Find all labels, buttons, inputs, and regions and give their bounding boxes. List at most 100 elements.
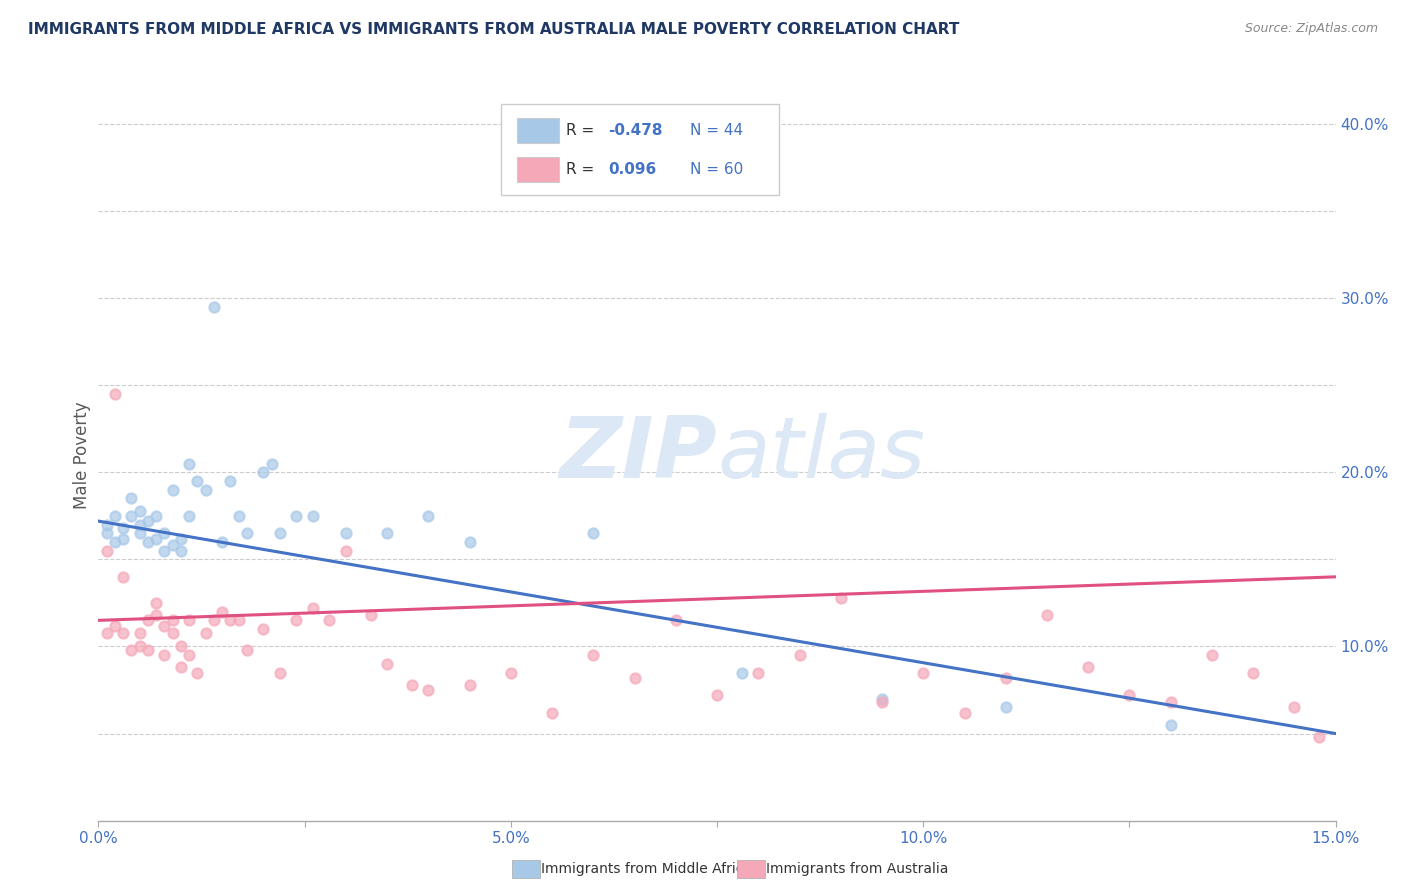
Text: N = 44: N = 44 xyxy=(690,123,742,137)
Point xyxy=(953,706,976,720)
Point xyxy=(236,526,259,541)
Point xyxy=(145,608,167,623)
Point xyxy=(162,625,184,640)
Point xyxy=(128,526,150,541)
Point xyxy=(1160,695,1182,709)
Text: R =: R = xyxy=(567,123,599,137)
Point xyxy=(145,508,167,523)
Point xyxy=(541,706,564,720)
Text: N = 60: N = 60 xyxy=(690,162,744,178)
Point xyxy=(252,622,274,636)
Point xyxy=(153,543,176,558)
Point xyxy=(1284,700,1306,714)
Point xyxy=(162,539,184,553)
Point xyxy=(104,387,127,401)
Point xyxy=(153,526,176,541)
Point xyxy=(179,648,201,663)
Point xyxy=(302,601,325,615)
Point xyxy=(269,526,291,541)
Point xyxy=(202,300,225,314)
Text: IMMIGRANTS FROM MIDDLE AFRICA VS IMMIGRANTS FROM AUSTRALIA MALE POVERTY CORRELAT: IMMIGRANTS FROM MIDDLE AFRICA VS IMMIGRA… xyxy=(28,22,959,37)
Point xyxy=(153,648,176,663)
FancyBboxPatch shape xyxy=(501,103,779,195)
Point xyxy=(136,535,159,549)
Point xyxy=(96,517,118,532)
Text: Immigrants from Middle Africa: Immigrants from Middle Africa xyxy=(541,862,752,876)
Point xyxy=(219,613,242,627)
Text: Immigrants from Australia: Immigrants from Australia xyxy=(766,862,949,876)
Point xyxy=(731,665,754,680)
Point xyxy=(789,648,811,663)
Point xyxy=(375,526,398,541)
Point xyxy=(1036,608,1059,623)
Point xyxy=(112,521,135,535)
Point xyxy=(112,532,135,546)
Point xyxy=(994,700,1017,714)
Point xyxy=(136,514,159,528)
Point xyxy=(994,671,1017,685)
Point xyxy=(104,618,127,632)
Point xyxy=(211,605,233,619)
Point xyxy=(194,625,217,640)
Point xyxy=(582,526,605,541)
Point xyxy=(136,643,159,657)
Text: -0.478: -0.478 xyxy=(609,123,662,137)
FancyBboxPatch shape xyxy=(516,118,558,143)
Point xyxy=(623,671,645,685)
Point xyxy=(179,613,201,627)
Point xyxy=(128,503,150,517)
Point xyxy=(96,625,118,640)
Point xyxy=(186,474,208,488)
Point xyxy=(128,640,150,654)
Text: Source: ZipAtlas.com: Source: ZipAtlas.com xyxy=(1244,22,1378,36)
Text: R =: R = xyxy=(567,162,599,178)
Point xyxy=(162,483,184,497)
Point xyxy=(96,543,118,558)
Point xyxy=(202,613,225,627)
Point xyxy=(499,665,522,680)
Point xyxy=(458,678,481,692)
Point xyxy=(162,613,184,627)
Point xyxy=(401,678,423,692)
Point xyxy=(96,526,118,541)
Point xyxy=(418,683,440,698)
Point xyxy=(170,660,193,674)
Point xyxy=(269,665,291,680)
Point xyxy=(747,665,769,680)
Point xyxy=(136,613,159,627)
Point xyxy=(870,691,893,706)
Point xyxy=(170,543,193,558)
Point xyxy=(170,640,193,654)
Point xyxy=(665,613,688,627)
Point xyxy=(360,608,382,623)
Point xyxy=(228,613,250,627)
Point xyxy=(120,643,142,657)
Point xyxy=(582,648,605,663)
Point xyxy=(211,535,233,549)
Text: ZIP: ZIP xyxy=(560,413,717,497)
Point xyxy=(458,535,481,549)
Point xyxy=(1201,648,1223,663)
Point xyxy=(1118,688,1140,702)
Point xyxy=(870,695,893,709)
Point xyxy=(170,532,193,546)
Point xyxy=(1077,660,1099,674)
Point xyxy=(219,474,242,488)
Point xyxy=(128,625,150,640)
Point xyxy=(706,688,728,702)
Point xyxy=(1160,718,1182,732)
Point xyxy=(236,643,259,657)
Point xyxy=(285,613,308,627)
Point xyxy=(104,508,127,523)
Point xyxy=(1308,730,1330,744)
Point xyxy=(104,535,127,549)
Point xyxy=(228,508,250,523)
Point xyxy=(335,543,357,558)
Point xyxy=(318,613,340,627)
Text: atlas: atlas xyxy=(717,413,925,497)
Point xyxy=(179,508,201,523)
Point xyxy=(252,466,274,480)
Point xyxy=(912,665,935,680)
Point xyxy=(335,526,357,541)
Point xyxy=(145,532,167,546)
